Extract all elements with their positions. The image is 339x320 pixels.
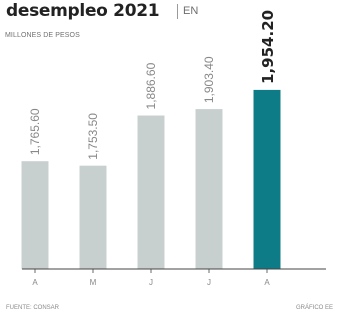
bar (137, 115, 165, 269)
x-tick-label: A (32, 278, 38, 287)
data-label: 1,886.60 (144, 62, 158, 109)
chart-title: desempleo 2021 (6, 1, 160, 21)
source-note: FUENTE: CONSAR (6, 305, 60, 311)
title-unit-suffix: EN (183, 5, 199, 17)
title-row: desempleo 2021 EN (0, 0, 339, 24)
title-separator (177, 4, 178, 19)
x-tick-label: M (90, 278, 97, 287)
data-label: 1,765.60 (28, 108, 42, 155)
credit-note: GRÁFICO EE (295, 305, 333, 311)
bar-highlight (253, 89, 281, 270)
data-label: 1,753.50 (86, 113, 100, 160)
x-tick-label: A (264, 278, 270, 287)
bar (195, 109, 223, 269)
data-label: 1,954.20 (259, 10, 277, 84)
bar (79, 165, 107, 269)
x-tick-label: J (149, 278, 153, 287)
x-tick-label: J (207, 278, 211, 287)
data-label: 1,903.40 (202, 56, 216, 103)
bar (21, 161, 49, 269)
chart-subtitle: MILLONES DE PESOS (5, 32, 80, 39)
